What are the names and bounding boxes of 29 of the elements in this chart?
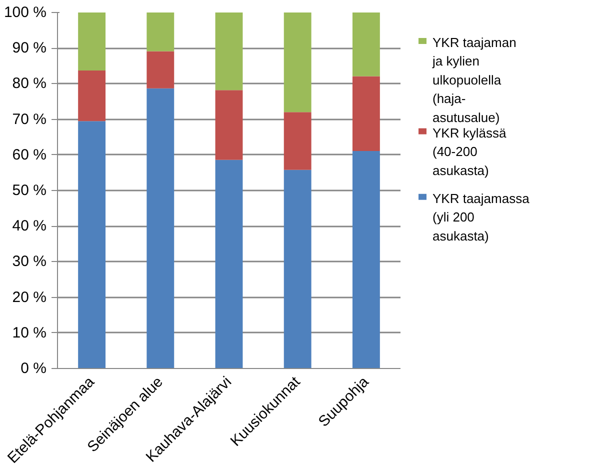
- y-tick-label: 70 %: [12, 110, 47, 128]
- y-tick-label: 0 %: [20, 360, 47, 377]
- bar: [215, 160, 243, 368]
- y-tick-label: 30 %: [12, 253, 47, 270]
- bar: [78, 12, 106, 71]
- bar: [215, 12, 243, 90]
- bar: [352, 150, 380, 368]
- bar: [284, 170, 312, 368]
- bar: [78, 121, 106, 368]
- legend-label: YKR kylässä (40-200 asukasta): [432, 125, 507, 178]
- y-tick-label: 40 %: [12, 218, 47, 235]
- bar: [146, 51, 174, 88]
- y-tick-label: 10 %: [12, 324, 47, 342]
- y-tick-label: 100 %: [4, 4, 47, 21]
- y-tick-label: 20 %: [12, 288, 47, 306]
- bar: [215, 90, 243, 160]
- bar: [352, 12, 380, 76]
- legend-label: YKR taajamassa (yli 200 asukasta): [432, 190, 530, 244]
- y-tick-label: 60 %: [12, 146, 47, 164]
- y-tick-label: 90 %: [12, 40, 47, 57]
- bar: [284, 12, 312, 112]
- y-tick-label: 80 %: [12, 75, 47, 92]
- y-tick-label: 50 %: [12, 182, 47, 199]
- bar: [352, 76, 380, 151]
- bar: [78, 70, 106, 122]
- bar: [284, 112, 312, 170]
- bar: [146, 12, 174, 52]
- bar: [146, 88, 174, 368]
- legend-label: YKR taajaman ja kylien ulkopuolella (haja-asutusalue): [432, 34, 516, 125]
